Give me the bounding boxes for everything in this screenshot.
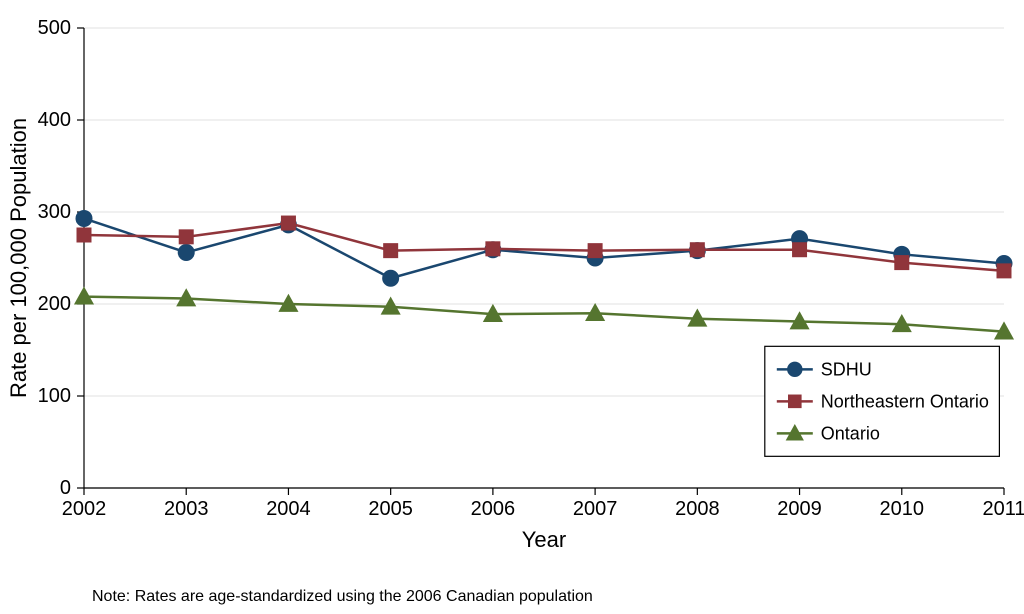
legend-label: SDHU (821, 359, 872, 379)
legend: SDHU Northeastern Ontario Ontario (765, 346, 1000, 456)
svg-text:400: 400 (38, 109, 71, 131)
legend-label: Ontario (821, 423, 880, 443)
svg-text:2010: 2010 (880, 498, 925, 520)
svg-text:0: 0 (60, 477, 71, 499)
legend-label: Northeastern Ontario (821, 391, 989, 411)
chart-note: Note: Rates are age-standardized using t… (92, 588, 593, 606)
svg-text:100: 100 (38, 385, 71, 407)
x-axis-label: Year (522, 527, 566, 552)
y-axis-label: Rate per 100,000 Population (6, 118, 31, 398)
svg-text:200: 200 (38, 293, 71, 315)
svg-text:2003: 2003 (164, 498, 209, 520)
svg-text:2007: 2007 (573, 498, 618, 520)
svg-text:500: 500 (38, 17, 71, 39)
svg-text:2008: 2008 (675, 498, 720, 520)
svg-text:2002: 2002 (62, 498, 107, 520)
chart-container: 0 100 200 300 400 500 2002 2003 2004 2005 2006 2007… (0, 0, 1024, 614)
svg-text:300: 300 (38, 201, 71, 223)
line-chart: 0 100 200 300 400 500 2002 2003 2004 2005 2006 2007… (0, 0, 1024, 614)
svg-text:2006: 2006 (471, 498, 516, 520)
svg-text:2005: 2005 (368, 498, 413, 520)
svg-text:2004: 2004 (266, 498, 311, 520)
svg-text:2009: 2009 (777, 498, 822, 520)
svg-text:2011: 2011 (982, 498, 1024, 520)
